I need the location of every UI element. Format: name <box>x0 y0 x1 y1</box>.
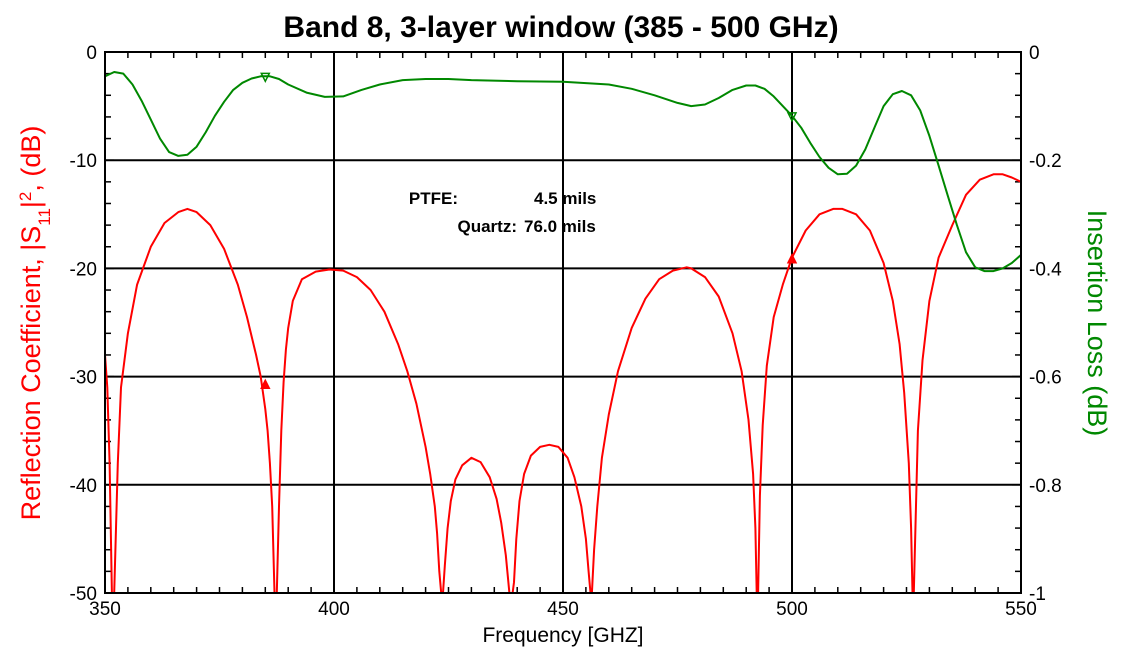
x-tick-label: 450 <box>547 599 579 620</box>
x-tick-labels: 350 400 450 500 550 <box>89 599 1037 620</box>
y-left-tick-label: -40 <box>70 476 97 497</box>
y-left-tick-label: -30 <box>70 368 97 389</box>
y-left-label-superscript: 2 <box>16 192 35 201</box>
x-tick-label: 550 <box>1005 599 1037 620</box>
y-left-label-subscript: 11 <box>35 208 54 226</box>
series-marker <box>260 378 271 390</box>
plot-frame <box>104 51 1022 594</box>
chart-title: Band 8, 3-layer window (385 - 500 GHz) <box>283 11 838 44</box>
x-tick-label: 500 <box>776 599 808 620</box>
y-left-label-part-5: , (dB) <box>16 126 46 192</box>
annotation: PTFE: 4.5 mils Quartz: 76.0 mils <box>409 189 596 236</box>
annotation-ptfe-label: PTFE: <box>409 189 458 208</box>
y-left-tick-label: -10 <box>70 151 97 172</box>
x-tick-label: 350 <box>89 599 121 620</box>
series-marker <box>786 253 798 264</box>
y-left-label-part-3: | <box>16 201 46 208</box>
x-tick-label: 400 <box>318 599 350 620</box>
y-left-tick-label: -20 <box>70 259 97 280</box>
y-right-tick-label: -0.2 <box>1029 151 1062 172</box>
annotation-quartz-value: 76.0 mils <box>524 217 596 236</box>
y-left-label-part-1: Reflection Coefficient, |S <box>16 226 46 521</box>
grid <box>105 52 1021 593</box>
y-axis-left-label: Reflection Coefficient, |S11|2, (dB) <box>16 126 54 521</box>
annotation-quartz-label: Quartz: <box>458 217 518 236</box>
y-right-tick-label: -0.6 <box>1029 368 1062 389</box>
series-marker <box>260 72 271 84</box>
y-right-tick-label: -1 <box>1029 584 1046 605</box>
y-axis-right-label: Insertion Loss (dB) <box>1082 210 1112 437</box>
y-right-tick-label: 0 <box>1029 43 1040 64</box>
y-right-tick-label: -0.4 <box>1029 259 1062 280</box>
series-marker <box>786 112 798 123</box>
y-right-tick-label: -0.8 <box>1029 476 1062 497</box>
y-left-tick-labels: 0 -10 -20 -30 -40 -50 <box>70 43 97 605</box>
series-layer <box>105 71 1021 593</box>
y-left-tick-label: 0 <box>86 43 97 64</box>
x-axis-label: Frequency [GHZ] <box>482 624 643 647</box>
reflection-coefficient-line <box>105 173 1021 593</box>
annotation-ptfe-value: 4.5 mils <box>534 189 596 208</box>
insertion-loss-line <box>105 71 1021 273</box>
y-left-tick-label: -50 <box>70 584 97 605</box>
y-right-tick-labels: 0 -0.2 -0.4 -0.6 -0.8 -1 <box>1029 43 1062 605</box>
marker-layer <box>260 72 798 390</box>
